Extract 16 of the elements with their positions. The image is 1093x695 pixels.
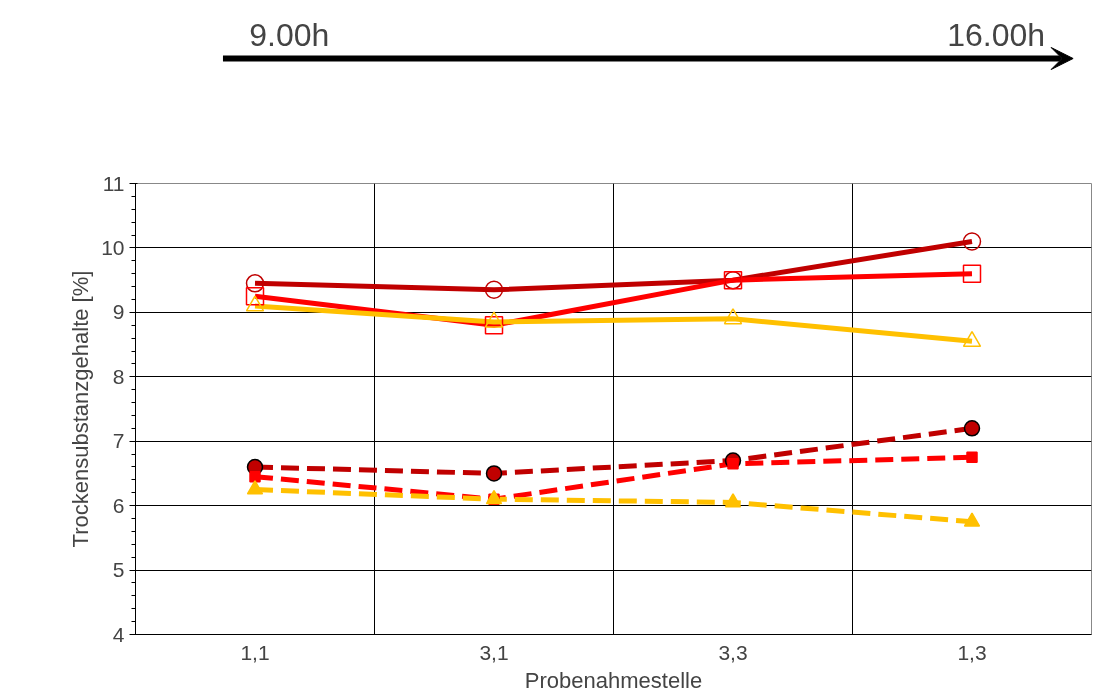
x-tick-label: 3,1	[479, 640, 509, 664]
y-tick-label: 7	[112, 429, 125, 453]
text: 9.00h	[249, 16, 330, 53]
x-tick-label: 1,3	[957, 640, 987, 664]
x-tick-label: 3,3	[718, 640, 748, 664]
y-tick-label: 9	[112, 300, 125, 324]
y-tick-label: 6	[112, 493, 125, 517]
y-axis-title: Trockensubstanzgehalte [%]	[68, 270, 94, 548]
text: 16.00h	[947, 16, 1046, 53]
x-tick-label: 1,1	[240, 640, 270, 664]
x-axis-title: Probenahmestelle	[524, 667, 703, 693]
y-tick-label: 5	[112, 558, 125, 582]
y-tick-label: 10	[101, 235, 125, 259]
y-tick-label: 11	[102, 171, 125, 195]
y-tick-label: 4	[112, 622, 125, 646]
y-tick-label: 8	[112, 364, 125, 388]
